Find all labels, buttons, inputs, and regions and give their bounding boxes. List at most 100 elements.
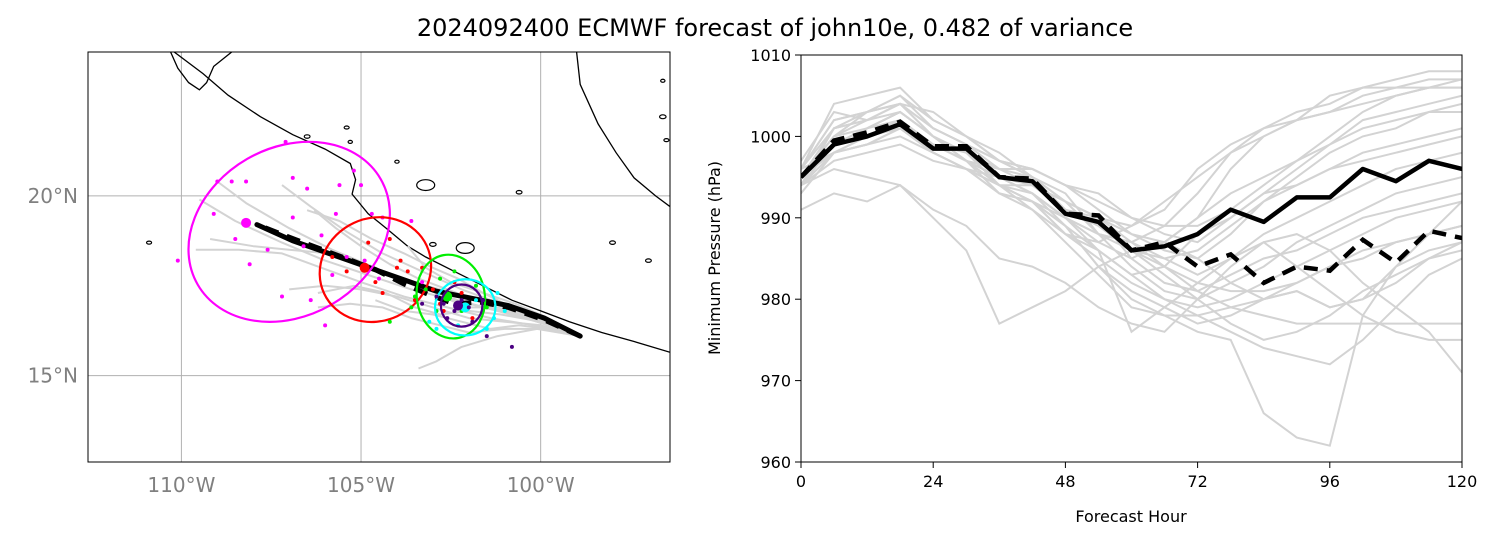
map-coastline <box>145 52 670 353</box>
pressure-mean-group <box>801 119 1462 286</box>
cluster-ellipse <box>433 278 497 337</box>
pressure-ytick-label: 1010 <box>750 46 791 65</box>
pressure-ensemble-line <box>801 110 1462 325</box>
cluster-member-point <box>265 247 270 252</box>
cluster-member-point <box>290 175 295 180</box>
cluster-member-point <box>459 290 464 295</box>
island-outline <box>343 125 350 130</box>
cluster-member-point <box>434 294 439 299</box>
pressure-xtick-label: 24 <box>923 472 943 491</box>
ensemble-track-line <box>313 209 581 338</box>
cluster-member-point <box>405 269 410 274</box>
cluster-member-point <box>427 319 432 324</box>
cluster-member-point <box>377 276 381 281</box>
pressure-ensemble-line <box>801 78 1462 227</box>
island-outline <box>644 258 652 263</box>
cluster-member-point <box>323 323 328 328</box>
pressure-panel: 0 24 48 72 96 120 960 970 980 990 1000 1010 Forecas… <box>705 46 1477 526</box>
map-lon-tick-label: 110°W <box>147 473 215 497</box>
ensemble-track-line <box>289 284 581 338</box>
pressure-ytick-label: 1000 <box>750 127 791 146</box>
cluster-member-point <box>495 290 500 295</box>
cluster-member-point <box>387 319 392 324</box>
map-tick-labels: 110°W 105°W 100°W 15°N 20°N <box>28 184 575 497</box>
pressure-ensemble-line <box>801 102 1462 334</box>
pressure-xtick-label: 0 <box>796 472 806 491</box>
pressure-xtick-label: 96 <box>1320 472 1340 491</box>
cluster-member-point <box>366 240 371 245</box>
cluster-member-point <box>466 305 471 310</box>
cluster-member-point <box>430 287 435 292</box>
ensemble-track-line <box>375 299 581 338</box>
cluster-member-point <box>330 255 335 259</box>
island-outline <box>429 241 437 247</box>
cluster-member-point <box>452 269 457 274</box>
pressure-ensemble-line <box>801 86 1462 301</box>
cluster-member-point <box>509 344 514 349</box>
pressure-ytick-label: 980 <box>760 290 791 309</box>
cluster-member-point <box>459 298 464 303</box>
cluster-member-point <box>441 301 446 306</box>
cluster-member-point <box>470 316 475 321</box>
island-outline <box>660 78 666 83</box>
cluster-member-point <box>452 308 457 313</box>
pressure-ytick-label: 990 <box>760 209 791 228</box>
cluster-member-point <box>247 262 252 267</box>
map-lat-tick-label: 15°N <box>28 364 78 388</box>
pressure-ensemble-lines <box>801 70 1462 447</box>
cluster-member-point <box>229 179 234 184</box>
pressure-frame <box>800 54 1463 463</box>
island-outline <box>303 134 311 139</box>
cluster-member-point <box>474 298 478 303</box>
cluster-member-point <box>369 211 374 216</box>
map-lon-tick-label: 100°W <box>507 473 575 497</box>
coastline <box>173 52 670 353</box>
pressure-ensemble-line <box>801 184 1462 341</box>
island-outline <box>455 242 475 255</box>
cluster-member-point <box>409 305 414 310</box>
cluster-member-point <box>175 258 180 263</box>
ensemble-track-line <box>317 302 581 338</box>
cluster-member-point <box>330 272 335 277</box>
cluster-member-point <box>438 276 443 281</box>
map-lon-tick-label: 105°W <box>327 473 395 497</box>
pressure-ylabel: Minimum Pressure (hPa) <box>705 161 724 355</box>
cluster-member-point <box>409 219 414 224</box>
cluster-member-point <box>211 211 216 216</box>
cluster-member-point <box>344 269 349 274</box>
cluster-markers <box>175 139 514 349</box>
cluster-member-point <box>502 308 507 313</box>
cluster-member-point <box>420 301 425 306</box>
cluster-ellipse <box>439 283 484 328</box>
cluster-member-point <box>344 255 349 259</box>
island-outline <box>416 179 436 192</box>
pressure-xtick-label: 120 <box>1447 472 1478 491</box>
cluster-member-point <box>319 233 324 238</box>
cluster-member-point <box>308 298 313 303</box>
pressure-ticks: 0 24 48 72 96 120 960 970 980 990 1000 1010 <box>750 46 1477 491</box>
ensemble-track-line <box>198 198 581 338</box>
pressure-xtick-label: 72 <box>1187 472 1207 491</box>
cluster-member-point <box>398 258 403 263</box>
pressure-ensemble-line <box>801 102 1462 260</box>
cluster-member-point <box>474 283 478 288</box>
cluster-member-point <box>394 265 399 270</box>
cluster-member-point <box>420 280 425 285</box>
cluster-member-point <box>351 168 356 173</box>
pressure-mean-line <box>801 121 1462 253</box>
cluster-member-point <box>373 280 378 285</box>
pressure-ensemble-line <box>801 127 1462 325</box>
cluster-member-point <box>423 287 428 292</box>
island-outline <box>663 138 670 143</box>
cluster-center-marker <box>241 217 252 228</box>
cluster-member-point <box>305 186 310 191</box>
cluster-center-marker <box>359 262 370 273</box>
cluster-member-point <box>337 183 342 188</box>
map-gridlines <box>88 52 670 462</box>
cluster-member-point <box>280 294 284 299</box>
cluster-member-point <box>301 244 306 249</box>
peninsula-coastline <box>170 52 233 91</box>
map-lat-tick-label: 20°N <box>28 184 78 208</box>
cluster-member-point <box>434 326 439 331</box>
cluster-member-point <box>484 334 489 339</box>
